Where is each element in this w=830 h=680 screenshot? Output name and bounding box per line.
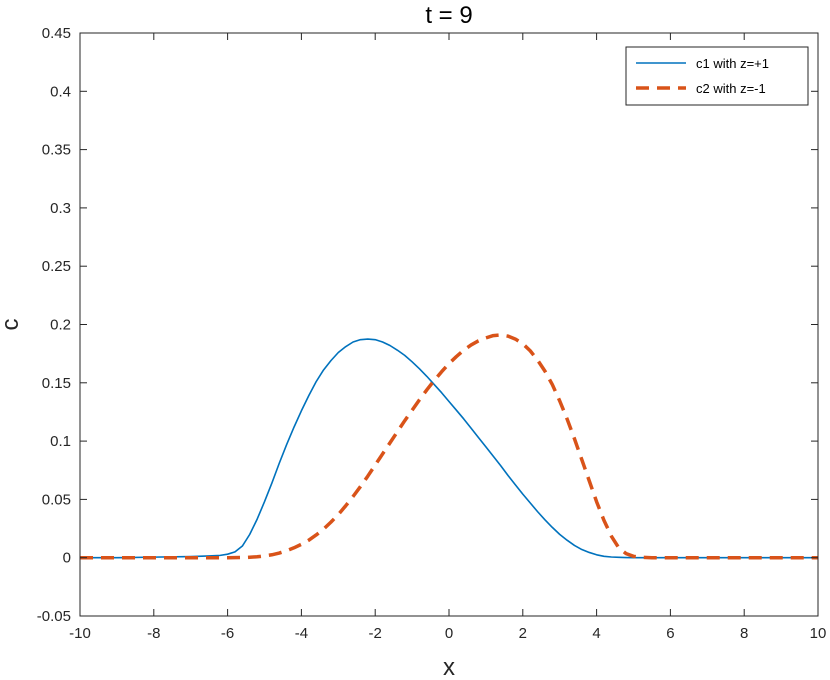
- x-tick-label: -8: [147, 625, 160, 642]
- y-tick-label: 0.15: [42, 375, 71, 392]
- y-tick-label: 0.2: [50, 317, 71, 334]
- x-tick-label: 2: [519, 625, 527, 642]
- y-axis-title: c: [0, 319, 24, 331]
- x-axis-title: x: [443, 654, 455, 680]
- x-tick-label: -4: [295, 625, 308, 642]
- y-tick-label: 0.4: [50, 83, 71, 100]
- x-tick-label: -10: [69, 625, 91, 642]
- x-tick-label: 0: [445, 625, 453, 642]
- x-tick-label: 10: [810, 625, 827, 642]
- y-tick-label: 0.1: [50, 433, 71, 450]
- y-tick-label: -0.05: [37, 608, 71, 625]
- series-line-c2: [80, 333, 818, 560]
- legend-label-c1: c1 with z=+1: [696, 56, 769, 71]
- y-tick-label: 0: [63, 550, 71, 567]
- series-layer: [80, 333, 818, 560]
- x-tick-label: -2: [369, 625, 382, 642]
- chart-title: t = 9: [425, 2, 472, 29]
- y-tick-label: 0.05: [42, 491, 71, 508]
- y-tick-label: 0.35: [42, 142, 71, 159]
- x-tick-label: -6: [221, 625, 234, 642]
- plot-area: [80, 33, 818, 616]
- x-tick-label: 4: [592, 625, 600, 642]
- ticks-layer: -10 -8 -6 -4 -2 0 2 4 6 8 10 -0.05 0 0.05 0.1 0.15 0.2 0.…: [37, 25, 827, 642]
- y-tick-label: 0.3: [50, 200, 71, 217]
- x-tick-label: 6: [666, 625, 674, 642]
- legend: c1 with z=+1 c2 with z=-1: [625, 46, 809, 106]
- y-tick-label: 0.45: [42, 25, 71, 42]
- legend-box: [625, 46, 809, 106]
- series-line-c1: [80, 338, 818, 559]
- legend-label-c2: c2 with z=-1: [696, 81, 766, 96]
- y-tick-label: 0.25: [42, 258, 71, 275]
- x-tick-label: 8: [740, 625, 748, 642]
